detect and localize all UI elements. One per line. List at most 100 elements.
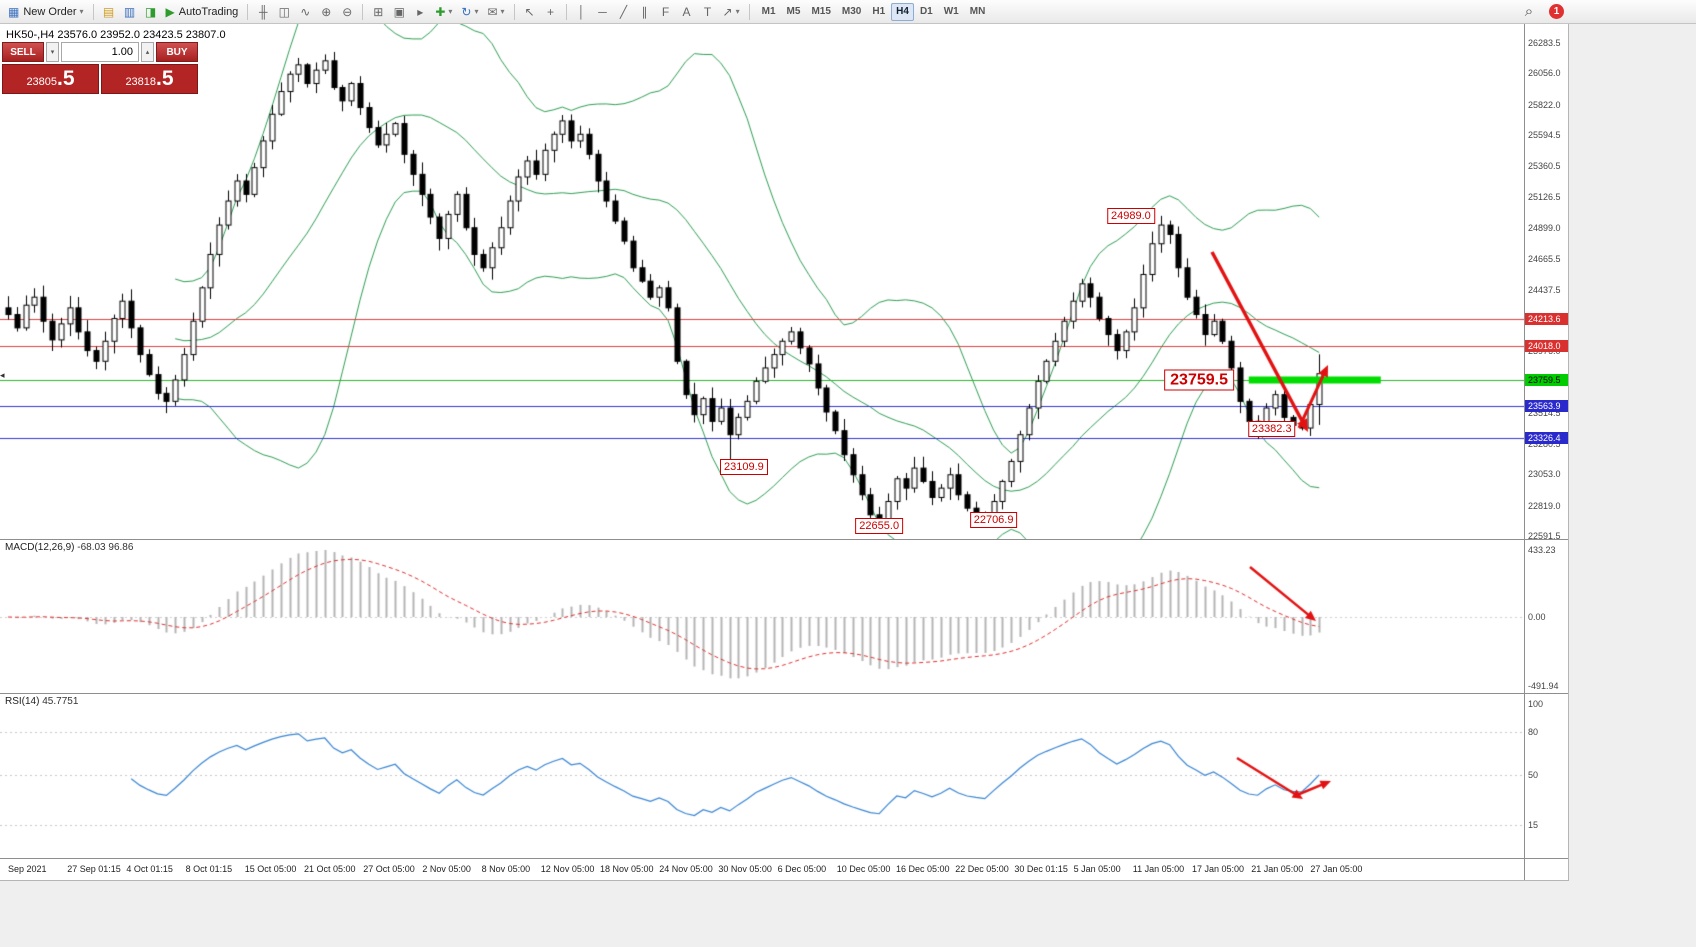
toolbar-separator — [247, 3, 249, 20]
chevron-down-icon: ▾ — [474, 7, 479, 16]
time-axis-label: 5 Jan 05:00 — [1073, 864, 1121, 874]
cursor-button[interactable]: ↖ — [520, 2, 540, 22]
rsi-canvas[interactable] — [0, 693, 1524, 858]
volume-increase-button[interactable]: ▴ — [141, 42, 154, 62]
buy-price-frac: .5 — [156, 67, 174, 90]
price-label-annotation[interactable]: 22706.9 — [969, 511, 1018, 528]
volume-decrease-button[interactable]: ▾ — [46, 42, 59, 62]
crosshair-icon: + — [547, 4, 555, 19]
sell-price[interactable]: 23805.5 — [2, 64, 99, 94]
timeframe-button-d1[interactable]: D1 — [915, 3, 938, 21]
buy-button[interactable]: BUY — [156, 42, 198, 62]
vertical-line-button[interactable]: │ — [572, 2, 592, 22]
time-axis-label: 8 Oct 01:15 — [185, 864, 233, 874]
time-axis-label: 30 Nov 05:00 — [718, 864, 772, 874]
crosshair-button[interactable]: + — [541, 2, 561, 22]
chevron-down-icon: ▾ — [79, 7, 84, 16]
zoom-out-button[interactable]: ⊖ — [337, 2, 357, 22]
zoom-in-button[interactable]: ⊕ — [316, 2, 336, 22]
price-line-badge: 24213.6 — [1525, 313, 1568, 326]
price-axis-label: 22591.5 — [1528, 531, 1561, 541]
time-axis-label: 12 Nov 05:00 — [540, 864, 595, 874]
price-line-badge: 24018.0 — [1525, 339, 1568, 352]
price-line-badge: 23326.4 — [1525, 431, 1568, 444]
price-axis-label: 24665.5 — [1528, 254, 1561, 265]
bar-chart-button[interactable]: ╫ — [253, 2, 273, 22]
time-axis-label: 22 Dec 05:00 — [955, 864, 1009, 874]
fibonacci-button[interactable]: F — [656, 2, 676, 22]
price-axis-label: 23280.5 — [1528, 438, 1561, 449]
zoom-out-icon: ⊖ — [342, 4, 353, 19]
timeframe-button-h1[interactable]: H1 — [867, 3, 890, 21]
price-label-annotation[interactable]: 23382.3 — [1247, 421, 1296, 438]
profiles-button[interactable]: ▥ — [120, 2, 140, 22]
channel-icon: ∥ — [641, 4, 648, 19]
price-label-annotation[interactable]: 23759.5 — [1164, 369, 1234, 391]
timeframe-button-mn[interactable]: MN — [965, 3, 991, 21]
timeframe-button-h4[interactable]: H4 — [891, 2, 914, 21]
sell-button[interactable]: SELL — [2, 42, 44, 62]
candlestick-chart-button[interactable]: ◫ — [274, 2, 294, 22]
one-click-collapse-icon[interactable]: ◂ — [0, 370, 5, 380]
cursor-icon: ↖ — [524, 4, 535, 19]
time-axis-label: 18 Nov 05:00 — [600, 864, 654, 874]
timeframe-button-w1[interactable]: W1 — [939, 3, 964, 21]
time-axis-label: 15 Oct 05:00 — [244, 864, 297, 874]
time-axis-label: 2 Nov 05:00 — [422, 864, 471, 874]
rsi-name: RSI(14) — [5, 696, 40, 707]
price-label-annotation[interactable]: 24989.0 — [1107, 207, 1155, 224]
price-label-annotation[interactable]: 22655.0 — [855, 517, 904, 534]
new-chart-icon: ▤ — [102, 4, 115, 19]
notification-badge[interactable]: 1 — [1549, 4, 1564, 19]
axis-separator — [1524, 24, 1525, 880]
sell-price-frac: .5 — [57, 67, 75, 90]
timeframe-button-m15[interactable]: M15 — [806, 3, 835, 21]
new-chart-button[interactable]: ▤ — [99, 2, 119, 22]
line-chart-button[interactable]: ∿ — [295, 2, 315, 22]
text-label-button[interactable]: T — [698, 2, 718, 22]
search-icon: ⌕ — [1524, 3, 1534, 20]
panel-separator[interactable] — [0, 539, 1568, 540]
time-axis[interactable]: Sep 2021 27 Sep 01:15 4 Oct 01:15 8 Oct 01:… — [0, 859, 1524, 880]
chart-title: HK50-,H4 23576.0 23952.0 23423.5 23807.0 — [6, 29, 226, 41]
panel-separator[interactable] — [0, 693, 1568, 694]
toolbar-separator — [362, 3, 364, 20]
macd-canvas[interactable] — [0, 539, 1524, 693]
arrows-tool-button[interactable]: ↗ ▾ — [719, 2, 744, 22]
buy-price[interactable]: 23818.5 — [101, 64, 198, 94]
trendline-button[interactable]: ╱ — [614, 2, 634, 22]
text-button[interactable]: A — [677, 2, 697, 22]
price-line-badge: 23563.9 — [1525, 400, 1568, 413]
price-axis-label: 26056.0 — [1528, 68, 1561, 79]
price-chart-canvas[interactable] — [0, 24, 1524, 539]
autotrading-button[interactable]: ▶ AutoTrading — [162, 2, 243, 22]
metaeditor-button[interactable]: ◨ — [141, 2, 161, 22]
add-indicator-button[interactable]: ✚ ▾ — [431, 2, 456, 22]
time-axis-label: 21 Jan 05:00 — [1251, 864, 1304, 874]
template-icon: ✉ — [487, 4, 498, 19]
volume-input[interactable]: 1.00 — [61, 42, 139, 62]
price-axis-label: 24437.5 — [1528, 284, 1561, 295]
timeframe-button-m30[interactable]: M30 — [837, 3, 866, 21]
horizontal-line-button[interactable]: ─ — [593, 2, 613, 22]
chart-shift-button[interactable]: ▸ — [410, 2, 430, 22]
cascade-windows-button[interactable]: ▣ — [389, 2, 409, 22]
tile-windows-button[interactable]: ⊞ — [368, 2, 388, 22]
price-axis[interactable]: 26283.5 26056.0 25822.0 25594.5 25360.5 25126… — [1525, 24, 1568, 880]
timeframe-button-m5[interactable]: M5 — [782, 3, 806, 21]
time-axis-label: 30 Dec 01:15 — [1014, 864, 1068, 874]
channel-button[interactable]: ∥ — [635, 2, 655, 22]
price-axis-label: 25360.5 — [1528, 161, 1561, 172]
search-button[interactable]: ⌕ — [1519, 2, 1539, 22]
template-button[interactable]: ✉ ▾ — [483, 2, 508, 22]
autotrading-label: AutoTrading — [178, 5, 239, 18]
chart-window: HK50-,H4 23576.0 23952.0 23423.5 23807.0… — [0, 24, 1569, 881]
price-label-annotation[interactable]: 23109.9 — [720, 458, 768, 475]
main-toolbar: ▦ New Order ▾ ▤ ▥ ◨ ▶ AutoTrading ╫ ◫ ∿ … — [0, 0, 1696, 24]
timeframe-button-m1[interactable]: M1 — [757, 3, 781, 21]
new-order-button[interactable]: ▦ New Order ▾ — [4, 2, 88, 22]
trade-panel-prices: 23805.5 23818.5 — [2, 64, 198, 94]
period-button[interactable]: ↻ ▾ — [457, 2, 482, 22]
rsi-axis-label: 80 — [1528, 727, 1539, 737]
price-axis-label: 23514.5 — [1528, 407, 1561, 418]
